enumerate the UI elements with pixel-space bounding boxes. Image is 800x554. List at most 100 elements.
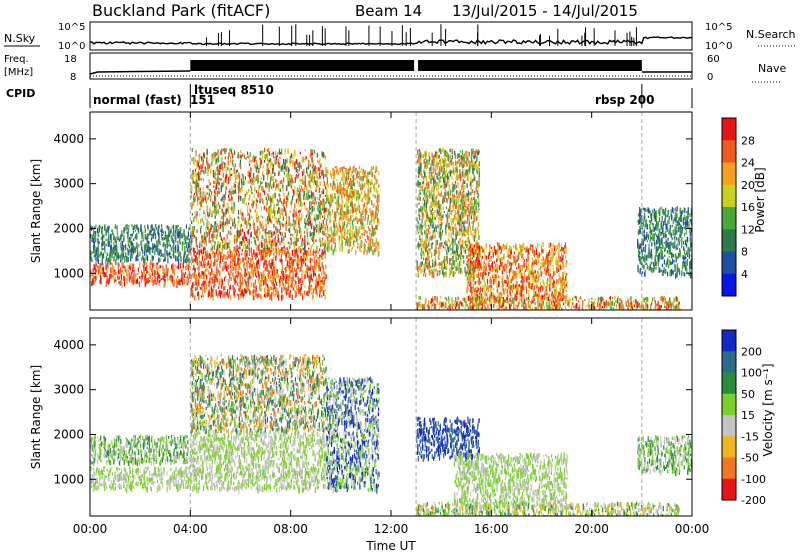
data-cell bbox=[238, 186, 240, 192]
data-cell bbox=[254, 237, 256, 242]
data-cell bbox=[276, 288, 278, 293]
data-cell bbox=[243, 236, 245, 242]
data-cell bbox=[306, 190, 309, 194]
data-cell bbox=[269, 278, 271, 282]
data-cell bbox=[369, 208, 371, 212]
data-cell bbox=[202, 152, 205, 157]
data-cell bbox=[309, 276, 312, 282]
data-cell bbox=[266, 154, 268, 158]
data-cell bbox=[316, 214, 318, 220]
data-cell bbox=[176, 230, 178, 237]
data-cell bbox=[343, 211, 345, 214]
data-cell bbox=[443, 170, 445, 174]
data-cell bbox=[110, 233, 113, 238]
data-cell bbox=[273, 155, 275, 159]
data-cell bbox=[279, 156, 281, 159]
data-cell bbox=[282, 210, 284, 216]
data-cell bbox=[117, 255, 119, 258]
data-cell bbox=[471, 151, 473, 157]
data-cell bbox=[223, 286, 225, 291]
data-cell bbox=[453, 214, 456, 220]
data-cell bbox=[376, 242, 378, 246]
data-cell bbox=[309, 268, 311, 271]
data-cell bbox=[222, 167, 224, 171]
data-cell bbox=[243, 218, 246, 225]
data-cell bbox=[368, 197, 370, 204]
data-cell bbox=[334, 183, 336, 189]
data-cell bbox=[192, 174, 194, 179]
data-cell bbox=[314, 168, 316, 172]
data-cell bbox=[270, 241, 273, 247]
data-cell bbox=[253, 223, 255, 226]
data-cell bbox=[254, 252, 256, 257]
data-cell bbox=[256, 211, 258, 216]
data-cell bbox=[290, 233, 292, 236]
data-cell bbox=[328, 233, 330, 239]
data-cell bbox=[272, 257, 274, 263]
data-cell bbox=[153, 279, 155, 285]
data-cell bbox=[106, 227, 108, 233]
data-cell bbox=[438, 217, 440, 224]
data-cell bbox=[218, 286, 220, 289]
data-cell bbox=[183, 229, 185, 235]
data-cell bbox=[270, 213, 272, 219]
data-cell bbox=[158, 233, 160, 239]
data-cell bbox=[106, 275, 108, 280]
data-cell bbox=[370, 246, 372, 250]
data-cell bbox=[315, 201, 317, 205]
data-cell bbox=[300, 244, 302, 247]
data-cell bbox=[228, 206, 230, 209]
data-cell bbox=[468, 218, 470, 222]
data-cell bbox=[205, 285, 207, 289]
data-cell bbox=[359, 246, 361, 252]
data-cell bbox=[271, 258, 273, 265]
data-cell bbox=[246, 244, 248, 249]
data-cell bbox=[234, 253, 236, 260]
data-cell bbox=[376, 196, 378, 202]
data-cell bbox=[249, 223, 251, 227]
data-cell bbox=[349, 228, 351, 235]
data-cell bbox=[465, 247, 467, 251]
data-cell bbox=[444, 160, 446, 167]
data-cell bbox=[330, 212, 332, 217]
data-cell bbox=[292, 259, 294, 264]
data-cell bbox=[476, 216, 478, 221]
data-cell bbox=[335, 248, 337, 252]
data-cell bbox=[337, 208, 339, 211]
data-cell bbox=[195, 281, 197, 286]
data-cell bbox=[219, 165, 221, 169]
data-cell bbox=[266, 266, 268, 272]
data-cell bbox=[142, 238, 144, 242]
data-cell bbox=[211, 251, 214, 256]
data-cell bbox=[364, 191, 366, 194]
data-cell bbox=[209, 263, 211, 268]
data-cell bbox=[278, 184, 280, 187]
data-cell bbox=[326, 191, 328, 195]
data-cell bbox=[305, 239, 307, 244]
data-cell bbox=[116, 225, 118, 231]
data-cell bbox=[341, 241, 343, 246]
data-cell bbox=[283, 245, 285, 249]
data-cell bbox=[236, 253, 238, 256]
data-cell bbox=[435, 249, 437, 254]
data-cell bbox=[190, 285, 193, 289]
data-cell bbox=[158, 224, 160, 229]
data-cell bbox=[194, 156, 196, 161]
data-cell bbox=[244, 217, 246, 222]
data-cell bbox=[217, 165, 219, 168]
data-cell bbox=[449, 168, 451, 172]
data-cell bbox=[347, 172, 349, 175]
data-cell bbox=[261, 235, 263, 240]
data-cell bbox=[215, 290, 217, 296]
data-cell bbox=[225, 292, 227, 295]
data-cell bbox=[468, 232, 470, 237]
data-cell bbox=[193, 235, 196, 238]
data-cell bbox=[170, 229, 172, 233]
data-cell bbox=[311, 293, 314, 300]
data-cell bbox=[274, 210, 276, 216]
data-cell bbox=[283, 206, 285, 212]
data-cell bbox=[219, 241, 222, 248]
data-cell bbox=[268, 259, 270, 265]
data-cell bbox=[281, 148, 283, 155]
